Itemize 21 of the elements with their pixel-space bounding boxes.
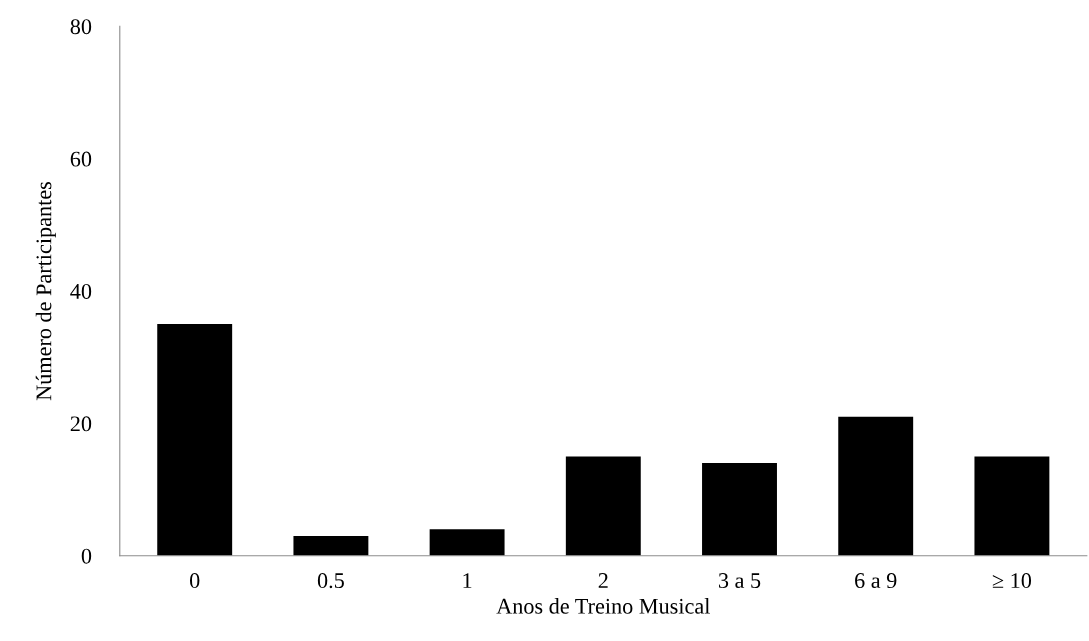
y-axis-title: Número de Participantes: [35, 181, 56, 401]
bar: [293, 535, 369, 556]
x-tick-label: 1: [463, 573, 472, 588]
x-tick-label: ≥ 10: [992, 573, 1032, 589]
y-tick-label: 40: [70, 283, 92, 299]
bar: [157, 324, 233, 556]
bar: [974, 456, 1050, 556]
y-tick-label: 80: [70, 19, 92, 35]
x-tick-label: 3 a 5: [718, 573, 761, 589]
x-tick-label: 0: [189, 573, 200, 589]
x-tick-label: 0.5: [317, 573, 344, 589]
y-tick-label: 0: [81, 548, 92, 564]
y-tick-label: 60: [70, 151, 92, 167]
bar: [565, 456, 641, 556]
x-tick-label: 6 a 9: [855, 573, 897, 589]
bar: [429, 529, 505, 556]
bar: [838, 416, 914, 556]
bar: [702, 463, 777, 556]
x-axis-title: Anos de Treino Musical: [496, 598, 710, 614]
y-tick-label: 20: [70, 416, 92, 432]
x-tick-label: 2: [598, 573, 608, 588]
